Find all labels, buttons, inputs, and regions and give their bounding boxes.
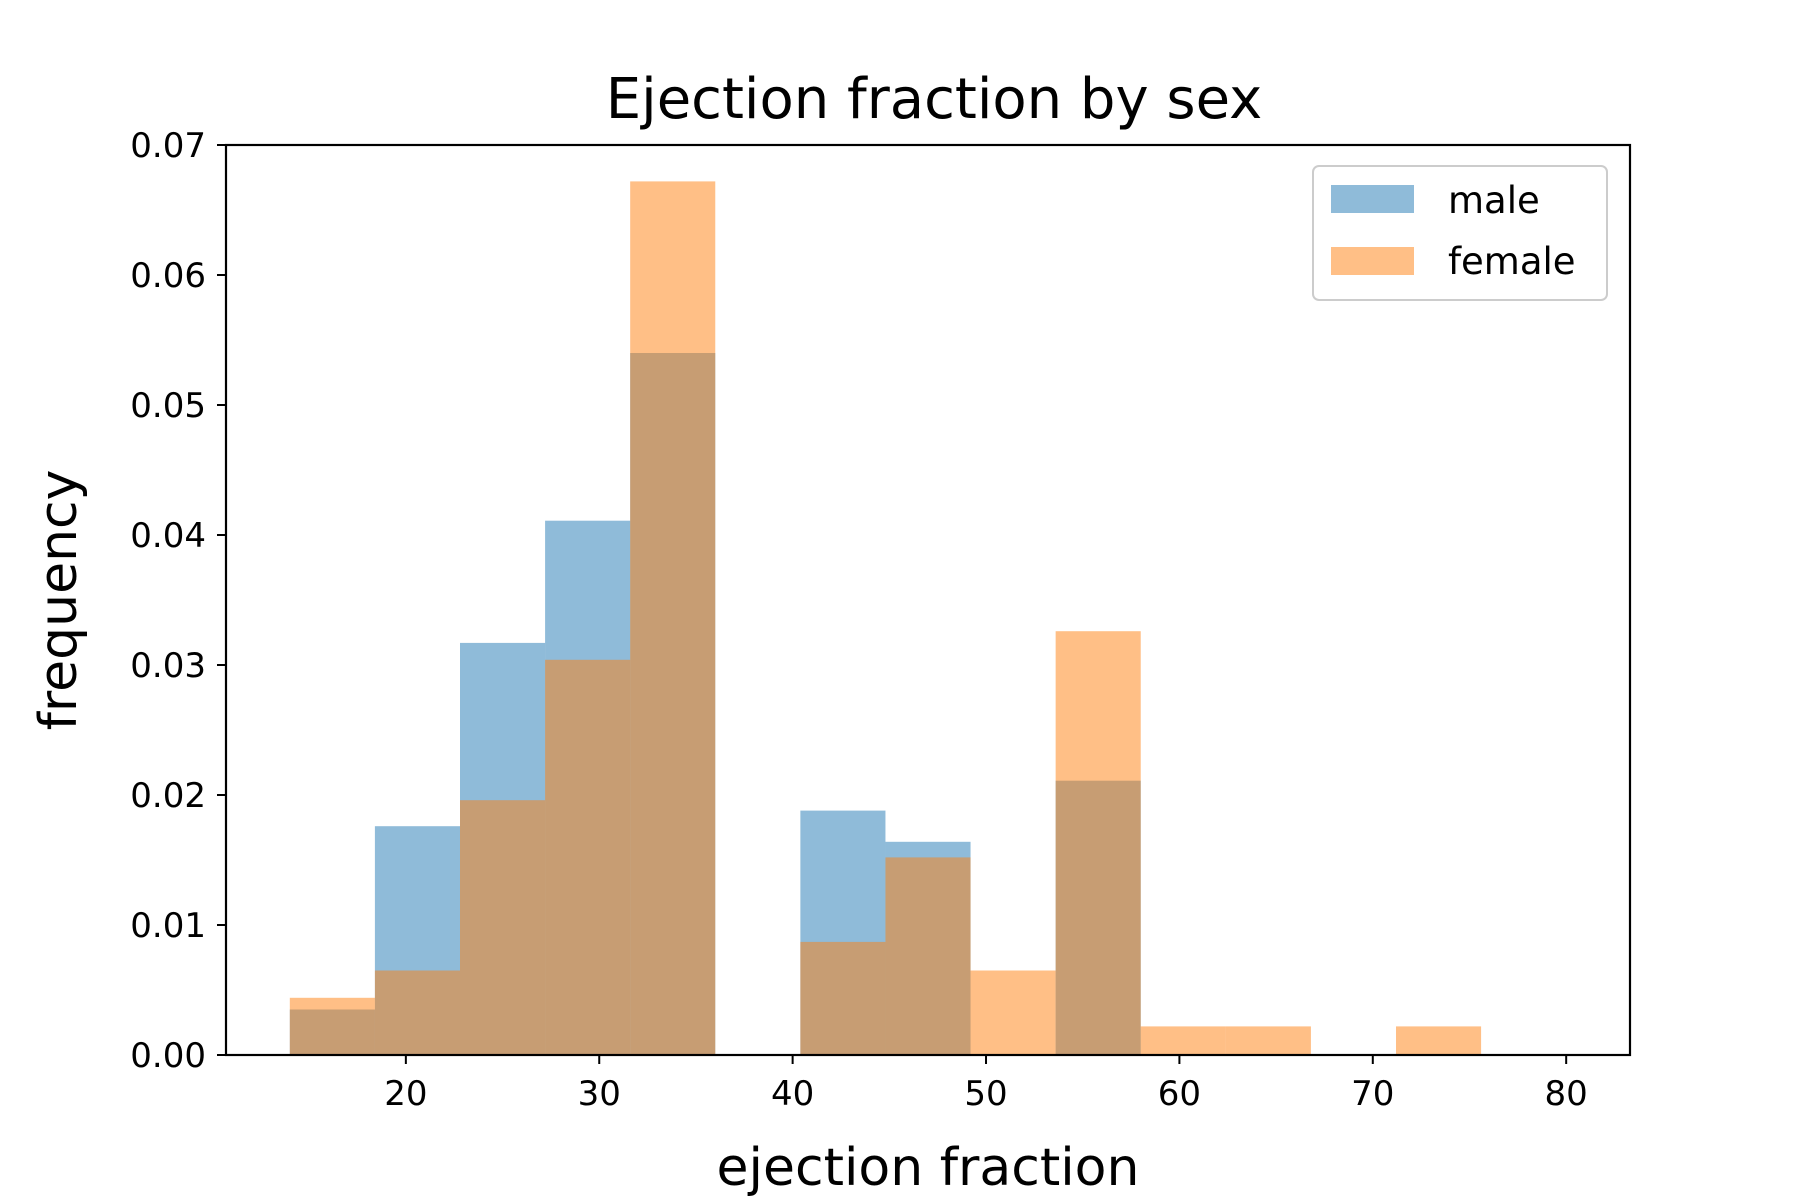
y-axis: 0.00 0.01 0.02 0.03 0.04 0.05 0.06 0.07	[130, 126, 226, 1076]
x-tick-label: 80	[1545, 1074, 1588, 1114]
y-tick-label: 0.06	[130, 256, 206, 296]
x-tick-label: 30	[578, 1074, 621, 1114]
bar-female-6	[800, 941, 886, 1055]
bar-female-10	[1140, 1026, 1226, 1055]
bar-female-11	[1225, 1026, 1311, 1055]
legend: male female	[1312, 165, 1608, 301]
legend-swatch-male	[1331, 185, 1414, 213]
bar-female-2	[460, 800, 546, 1055]
legend-label-male: male	[1448, 179, 1540, 222]
x-axis: 20 30 40 50 60 70 80	[384, 1055, 1588, 1114]
x-tick-label: 60	[1158, 1074, 1201, 1114]
bar-female-13	[1396, 1026, 1482, 1055]
bar-female-0	[289, 997, 375, 1055]
plot-frame	[224, 143, 1632, 1057]
bars-layer	[289, 181, 1482, 1055]
bar-female-3	[545, 659, 631, 1055]
x-axis-label: ejection fraction	[717, 1138, 1140, 1198]
x-tick-label: 20	[384, 1074, 427, 1114]
x-tick-label: 50	[964, 1074, 1007, 1114]
bar-female-1	[374, 970, 460, 1055]
bar-female-4	[630, 181, 716, 1055]
y-tick-label: 0.03	[130, 646, 206, 686]
y-tick-label: 0.01	[130, 906, 206, 946]
legend-swatch-female	[1331, 247, 1414, 275]
y-tick-label: 0.05	[130, 386, 206, 426]
x-tick-label: 40	[771, 1074, 814, 1114]
bar-female-8	[970, 970, 1056, 1055]
bar-female-9	[1055, 631, 1141, 1055]
y-tick-label: 0.02	[130, 776, 206, 816]
bar-female-7	[885, 857, 971, 1055]
legend-label-female: female	[1448, 240, 1576, 283]
y-tick-label: 0.07	[130, 126, 206, 166]
y-axis-label: frequency	[29, 470, 89, 731]
y-tick-label: 0.04	[130, 516, 206, 556]
y-tick-label: 0.00	[130, 1036, 206, 1076]
chart-title: Ejection fraction by sex	[606, 67, 1262, 132]
x-tick-label: 70	[1351, 1074, 1394, 1114]
